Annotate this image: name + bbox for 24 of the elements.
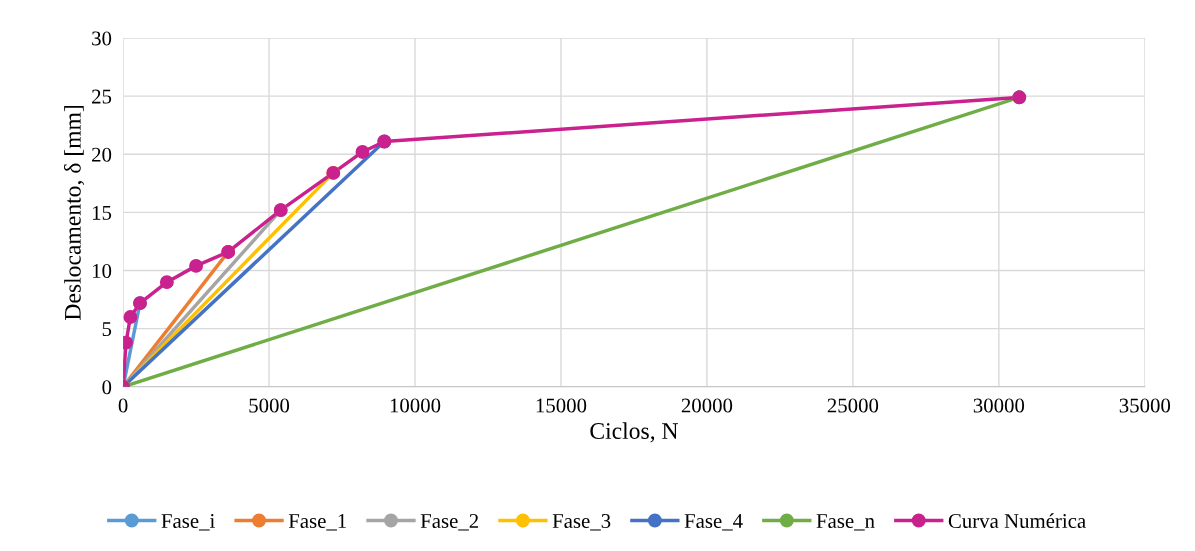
legend-label: Fase_3 — [552, 514, 611, 531]
x-tick-label: 5000 — [249, 398, 290, 413]
x-tick-label: 25000 — [827, 398, 879, 413]
y-axis-title: Deslocamento, δ [mm] — [64, 105, 85, 320]
x-tick-label: 20000 — [681, 398, 733, 413]
x-tick-label: 35000 — [1119, 398, 1171, 413]
y-tick-label: 20 — [92, 147, 112, 162]
y-tick-label: 10 — [92, 263, 112, 278]
y-tick-label: 25 — [92, 89, 112, 104]
y-tick-label: 30 — [92, 31, 112, 46]
y-tick-label: 5 — [102, 322, 112, 337]
legend-label: Fase_2 — [420, 514, 479, 531]
legend-label: Fase_1 — [288, 514, 346, 531]
legend-label: Curva Numérica — [948, 513, 1086, 529]
x-tick-label: 0 — [118, 398, 128, 413]
legend-label: Fase_i — [161, 514, 215, 531]
x-tick-label: 15000 — [536, 398, 587, 413]
y-tick-label: 0 — [102, 380, 112, 395]
legend-label: Fase_n — [816, 514, 875, 531]
x-axis-title: Ciclos, N — [590, 422, 678, 443]
legend-label: Fase_4 — [684, 514, 743, 531]
x-tick-label: 10000 — [390, 398, 441, 413]
y-tick-label: 15 — [92, 205, 112, 220]
x-tick-label: 30000 — [973, 398, 1025, 413]
